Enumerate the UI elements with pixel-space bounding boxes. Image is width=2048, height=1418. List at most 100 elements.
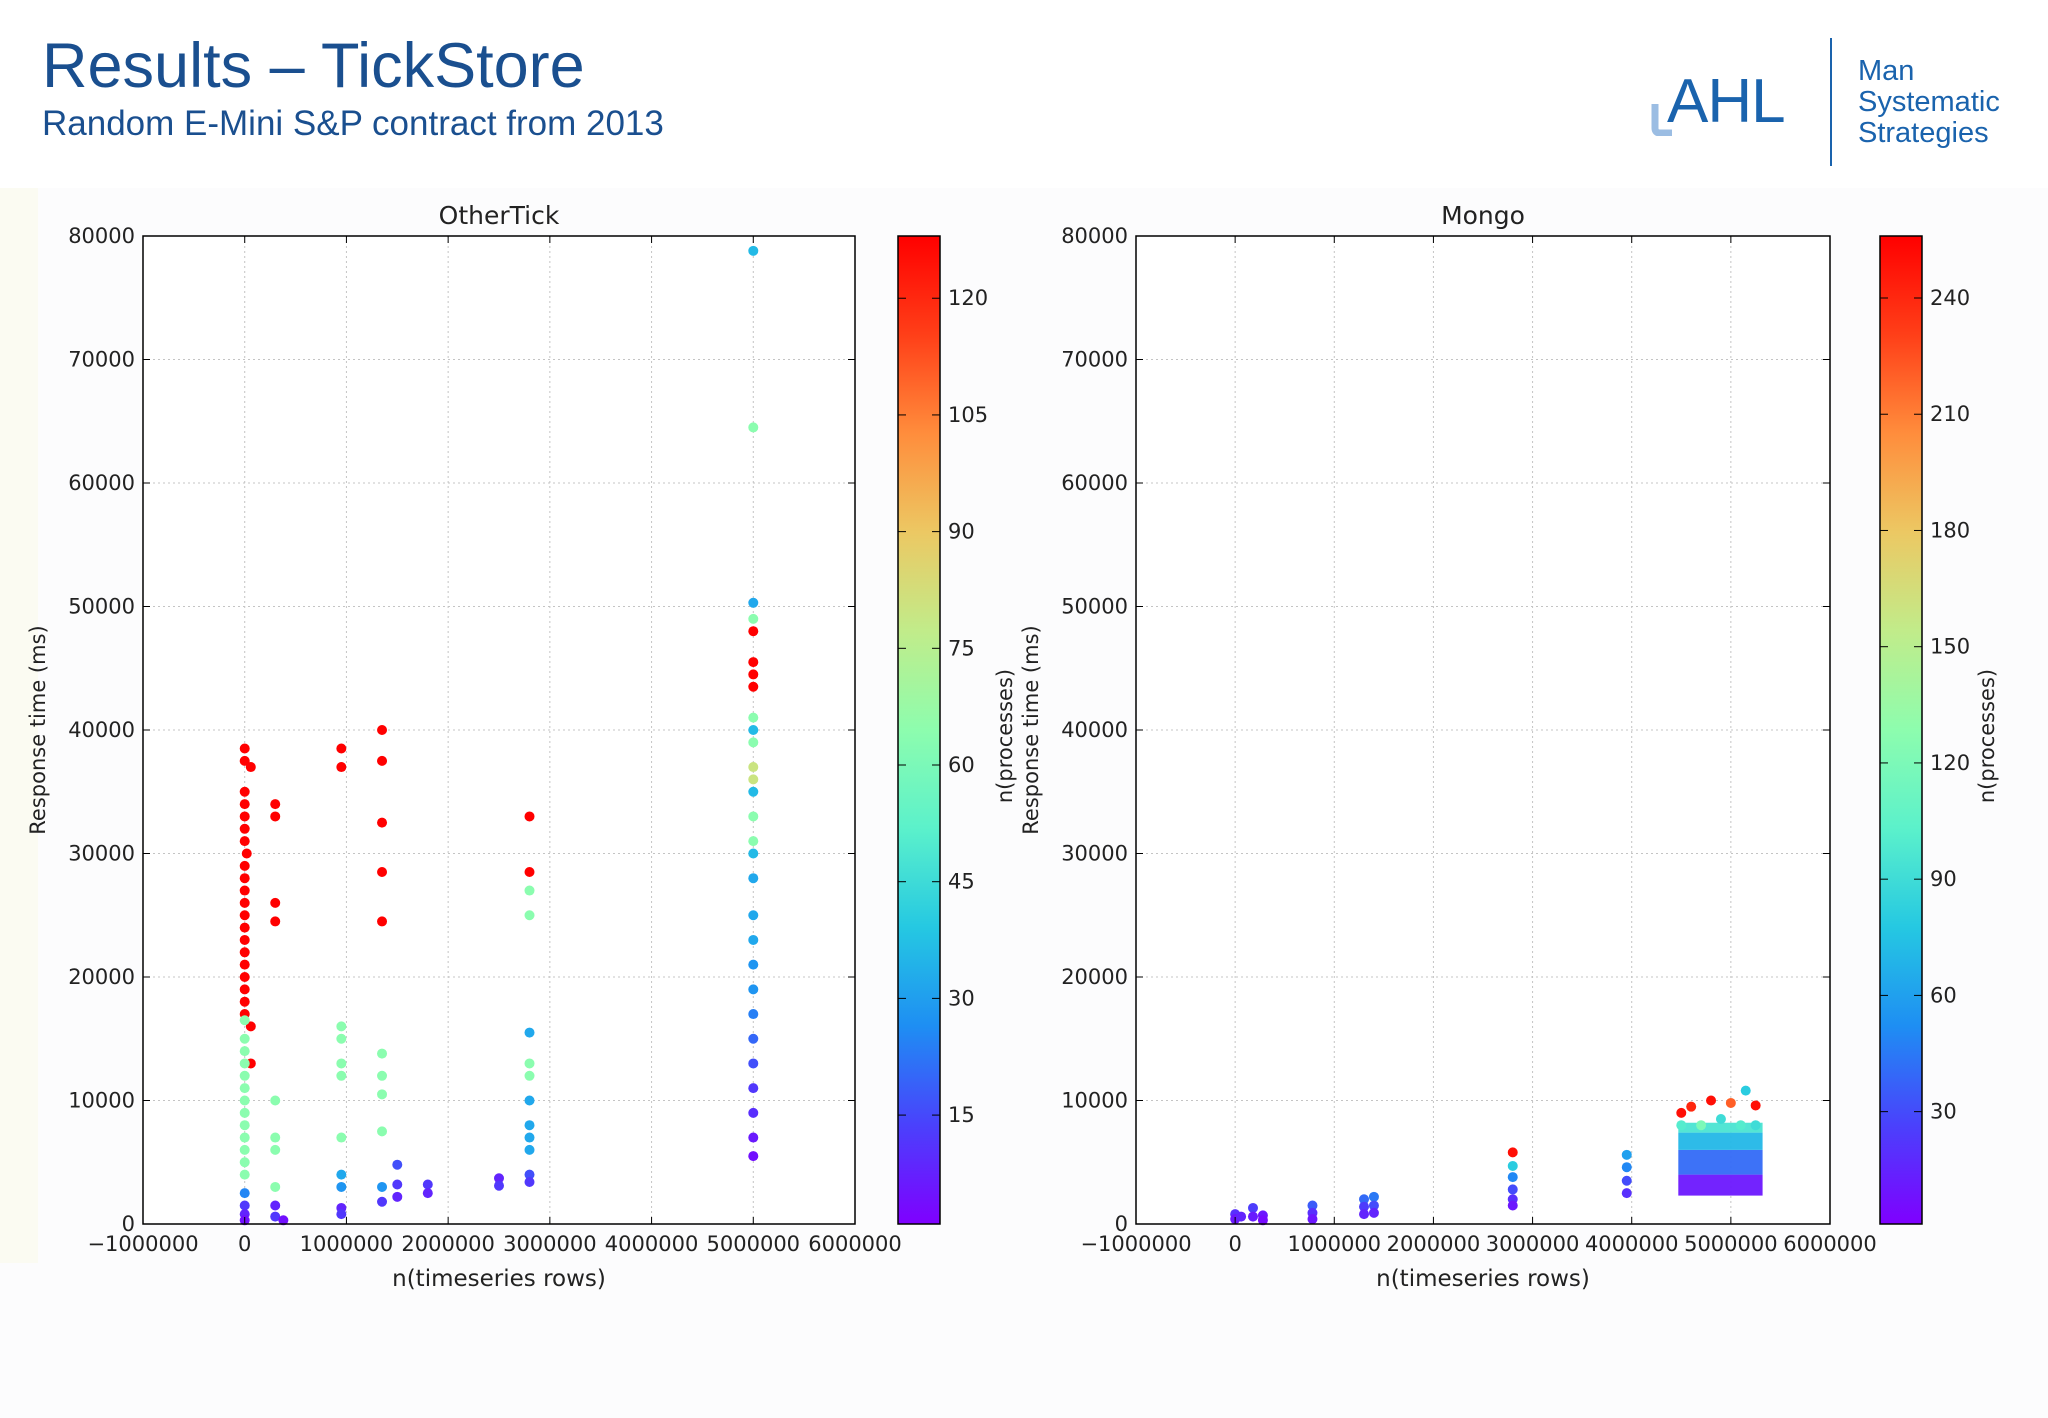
data-point (1507, 1200, 1518, 1211)
y-axis-label: Response time (ms) (1019, 625, 1043, 834)
colorbar-tick-label: 240 (1930, 286, 1970, 310)
ahl-wordmark: AHL (1667, 67, 1786, 136)
y-tick-label: 20000 (68, 965, 135, 989)
data-point (524, 1058, 535, 1069)
data-point (239, 972, 250, 982)
data-point (239, 799, 250, 810)
y-tick-label: 30000 (68, 842, 135, 866)
data-point (239, 836, 250, 847)
data-point (377, 755, 388, 766)
data-point (1368, 1207, 1379, 1218)
y-tick-label: 50000 (68, 595, 135, 619)
data-point (748, 934, 759, 945)
colorbar (897, 235, 941, 1225)
logo-divider (1830, 38, 1832, 166)
data-point (239, 910, 250, 921)
colorbar-tick-label: 90 (948, 520, 975, 544)
data-point (239, 1107, 250, 1118)
data-point (748, 626, 759, 637)
data-point (748, 1058, 759, 1069)
data-point (336, 1021, 347, 1032)
data-point (748, 848, 759, 859)
data-point (336, 1209, 347, 1220)
data-point (748, 1009, 759, 1020)
data-point (748, 762, 759, 773)
y-tick-label: 60000 (1061, 471, 1128, 495)
data-point (377, 1070, 388, 1081)
x-tick-label: 4000000 (1585, 1232, 1679, 1256)
colorbar-tick-label: 15 (948, 1103, 975, 1127)
data-point (1307, 1214, 1318, 1225)
data-point (336, 1169, 347, 1180)
data-point (239, 922, 250, 933)
data-point (748, 613, 759, 624)
data-point (748, 836, 759, 847)
data-point (336, 1070, 347, 1081)
y-tick-label: 80000 (1061, 224, 1128, 248)
data-point (239, 959, 250, 970)
data-point (1359, 1201, 1370, 1212)
data-point (1621, 1162, 1632, 1173)
data-point (1750, 1120, 1761, 1131)
data-point (239, 743, 250, 754)
x-tick-label: −1000000 (1080, 1232, 1191, 1256)
data-point (270, 1095, 281, 1106)
data-point (748, 669, 759, 680)
data-point (524, 1169, 535, 1180)
x-tick-label: 2000000 (1387, 1232, 1481, 1256)
data-point (270, 1132, 281, 1143)
data-point (748, 422, 759, 433)
colorbar-tick-label: 210 (1930, 402, 1970, 426)
x-tick-label: 4000000 (605, 1232, 699, 1256)
data-point (377, 817, 388, 828)
data-point (239, 1120, 250, 1131)
data-point (1507, 1147, 1518, 1158)
y-tick-label: 10000 (1061, 1089, 1128, 1113)
logo-line: Systematic (1858, 86, 2000, 118)
data-point (239, 947, 250, 958)
dense-point-cluster (1678, 1174, 1763, 1196)
data-point (270, 1181, 281, 1192)
slide-subtitle: Random E-Mini S&P contract from 2013 (42, 104, 664, 143)
x-tick-label: 3000000 (1486, 1232, 1580, 1256)
logo-line: Man (1858, 55, 1915, 87)
data-point (748, 1132, 759, 1143)
y-tick-label: 0 (122, 1212, 135, 1236)
x-axis-label: n(timeseries rows) (392, 1266, 606, 1292)
data-point (270, 1211, 281, 1222)
data-point (1247, 1202, 1258, 1213)
othertick-chart: −1000000 0 1000000 2000000 3000000 4000000 500… (26, 201, 1017, 1292)
data-point (239, 755, 250, 766)
data-point (270, 1200, 281, 1211)
data-point (245, 1021, 256, 1032)
colorbar-tick-label: 75 (948, 636, 975, 660)
x-tick-label: 6000000 (1783, 1232, 1877, 1256)
data-point (239, 1157, 250, 1168)
data-point (1725, 1097, 1736, 1108)
data-point (239, 1046, 250, 1057)
data-point (1621, 1188, 1632, 1199)
x-tick-label: 6000000 (808, 1232, 902, 1256)
data-point (239, 1015, 250, 1026)
data-point (377, 1126, 388, 1137)
data-point (270, 1144, 281, 1155)
data-point (1715, 1114, 1726, 1125)
data-point (239, 1033, 250, 1044)
data-point (270, 799, 281, 810)
colorbar (1879, 235, 1923, 1225)
colorbar-tick-label: 60 (1930, 983, 1957, 1007)
data-point (524, 1120, 535, 1131)
data-point (239, 885, 250, 896)
data-point (748, 811, 759, 822)
dense-point-cluster (1678, 1132, 1763, 1150)
data-point (524, 1070, 535, 1081)
data-point (239, 1058, 250, 1069)
data-point (1368, 1191, 1379, 1202)
data-point (239, 897, 250, 908)
slide-title: Results – TickStore (42, 31, 585, 101)
data-point (239, 1095, 250, 1106)
data-point (239, 1083, 250, 1094)
data-point (336, 1132, 347, 1143)
man-systematic-wordmark: Man Systematic Strategies (1858, 56, 2000, 149)
data-point (377, 1048, 388, 1059)
